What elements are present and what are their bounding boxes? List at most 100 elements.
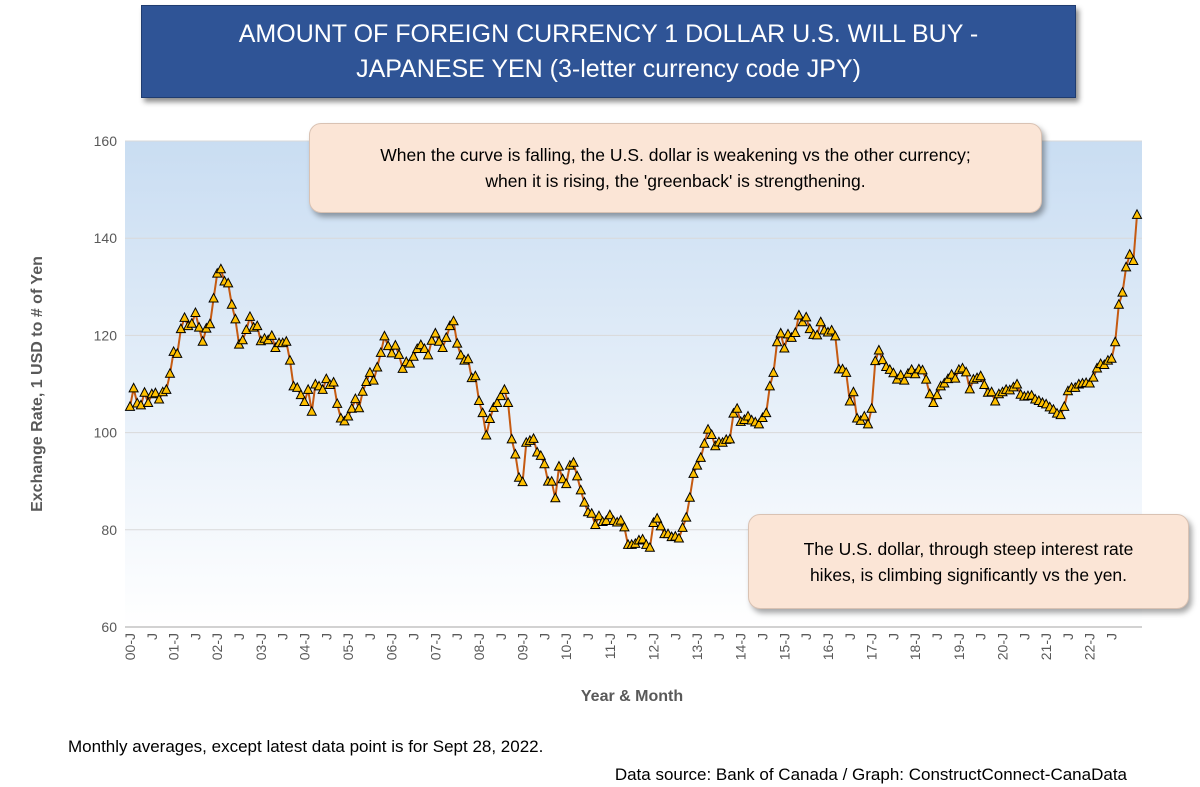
data-point xyxy=(139,386,150,397)
x-tick-label: 19-J xyxy=(951,633,967,660)
data-point xyxy=(1124,248,1136,259)
chart-title-line2: JAPANESE YEN (3-letter currency code JPY… xyxy=(356,54,861,83)
x-tick-label: J xyxy=(187,633,203,640)
data-point xyxy=(346,402,358,413)
data-point xyxy=(859,410,870,421)
x-tick-label: 04-J xyxy=(296,633,312,660)
data-point xyxy=(368,374,379,385)
data-point xyxy=(1058,400,1070,411)
data-point xyxy=(684,491,696,502)
data-point xyxy=(800,311,812,322)
data-point xyxy=(917,364,928,375)
data-point xyxy=(1131,208,1143,219)
data-point xyxy=(553,460,565,471)
data-point xyxy=(619,521,630,532)
x-tick-label: 22-J xyxy=(1082,633,1098,660)
data-point xyxy=(437,341,448,353)
data-point xyxy=(244,310,256,321)
annotation-bottom-line1: The U.S. dollar, through steep interest … xyxy=(803,538,1134,559)
data-point xyxy=(448,315,459,326)
x-tick-label: 02-J xyxy=(209,633,225,660)
data-point xyxy=(928,396,939,407)
y-tick-label: 160 xyxy=(94,133,118,149)
data-point xyxy=(1088,371,1099,382)
data-point xyxy=(382,340,394,351)
x-tick-label: 12-J xyxy=(645,633,661,660)
data-point xyxy=(190,306,201,318)
annotation-bottom-line2: hikes, is climbing significantly vs the … xyxy=(809,564,1128,585)
data-point xyxy=(215,263,227,274)
data-point xyxy=(731,402,743,413)
y-axis-title: Exchange Rate, 1 USD to # of Yen xyxy=(29,256,46,512)
data-source: Data source: Bank of Canada / Graph: Con… xyxy=(614,765,1127,784)
data-point xyxy=(949,372,961,383)
data-point xyxy=(815,316,827,327)
data-point xyxy=(495,390,507,401)
data-point xyxy=(728,407,739,418)
x-tick-label: J xyxy=(973,633,989,640)
data-point xyxy=(339,415,350,426)
data-point xyxy=(975,370,987,381)
data-point xyxy=(1120,261,1132,272)
x-tick-label: J xyxy=(755,633,771,640)
data-point xyxy=(899,374,910,385)
data-point xyxy=(291,381,303,392)
x-tick-label: 07-J xyxy=(427,633,443,660)
data-point xyxy=(579,496,590,507)
data-point xyxy=(455,349,467,360)
x-tick-label: J xyxy=(842,633,858,640)
data-point xyxy=(360,375,372,387)
data-point xyxy=(986,386,997,397)
data-point xyxy=(171,347,183,358)
x-tick-label: J xyxy=(798,633,814,640)
data-point xyxy=(989,395,1001,406)
data-point xyxy=(193,321,205,332)
y-tick-label: 120 xyxy=(94,327,118,343)
data-point xyxy=(1128,254,1139,266)
x-tick-label: 13-J xyxy=(689,633,705,660)
data-point xyxy=(829,330,841,341)
data-point xyxy=(353,402,365,413)
data-point xyxy=(753,418,765,429)
chart-title-box: AMOUNT OF FOREIGN CURRENCY 1 DOLLAR U.S.… xyxy=(141,5,1076,98)
data-point xyxy=(793,309,805,320)
x-tick-label: J xyxy=(536,633,552,640)
x-axis-title: Year & Month xyxy=(581,688,683,705)
y-tick-label: 100 xyxy=(94,425,118,441)
data-point xyxy=(637,533,648,544)
data-point xyxy=(422,349,434,360)
data-point xyxy=(488,401,499,412)
annotation-top: When the curve is falling, the U.S. doll… xyxy=(309,123,1042,213)
data-point xyxy=(1109,336,1121,347)
data-point xyxy=(757,411,768,423)
data-point xyxy=(150,387,161,398)
data-point xyxy=(768,366,779,377)
data-point xyxy=(779,342,790,353)
x-tick-label: J xyxy=(711,633,727,640)
data-point xyxy=(586,507,598,518)
data-point xyxy=(1084,377,1096,388)
data-point xyxy=(706,428,717,440)
data-point xyxy=(604,509,616,520)
data-point xyxy=(593,510,605,521)
data-point xyxy=(615,514,627,525)
data-point xyxy=(789,326,801,337)
data-point xyxy=(393,348,405,359)
data-point xyxy=(539,458,550,469)
data-point xyxy=(771,336,783,347)
data-point xyxy=(786,331,797,342)
data-point xyxy=(179,311,190,322)
data-point xyxy=(295,389,307,400)
x-tick-label: 10-J xyxy=(558,633,574,660)
data-point xyxy=(186,317,198,328)
data-point xyxy=(502,396,514,407)
x-tick-label: 11-J xyxy=(602,633,618,659)
data-point xyxy=(364,366,376,377)
x-tick-label: J xyxy=(667,633,683,640)
data-point xyxy=(142,396,154,407)
data-point xyxy=(655,520,667,531)
data-point xyxy=(499,383,510,394)
data-point xyxy=(430,327,441,338)
data-point xyxy=(895,369,907,380)
